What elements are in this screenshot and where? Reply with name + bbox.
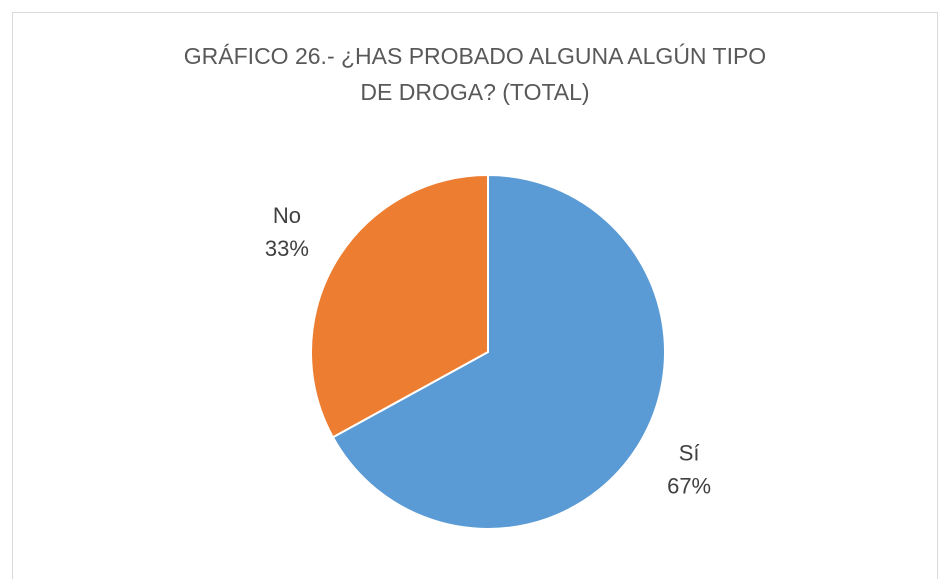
- pie-slice: [331, 173, 666, 530]
- chart-border: [12, 12, 938, 579]
- slice-value-label: 33%: [265, 236, 309, 261]
- chart-title: GRÁFICO 26.- ¿HAS PROBADO ALGUNA ALGÚN T…: [183, 43, 767, 105]
- slice-category-label: No: [273, 203, 301, 228]
- slice-value-label: 67%: [667, 474, 711, 499]
- slice-category-label: Sí: [679, 441, 700, 466]
- pie-slice: [310, 173, 489, 439]
